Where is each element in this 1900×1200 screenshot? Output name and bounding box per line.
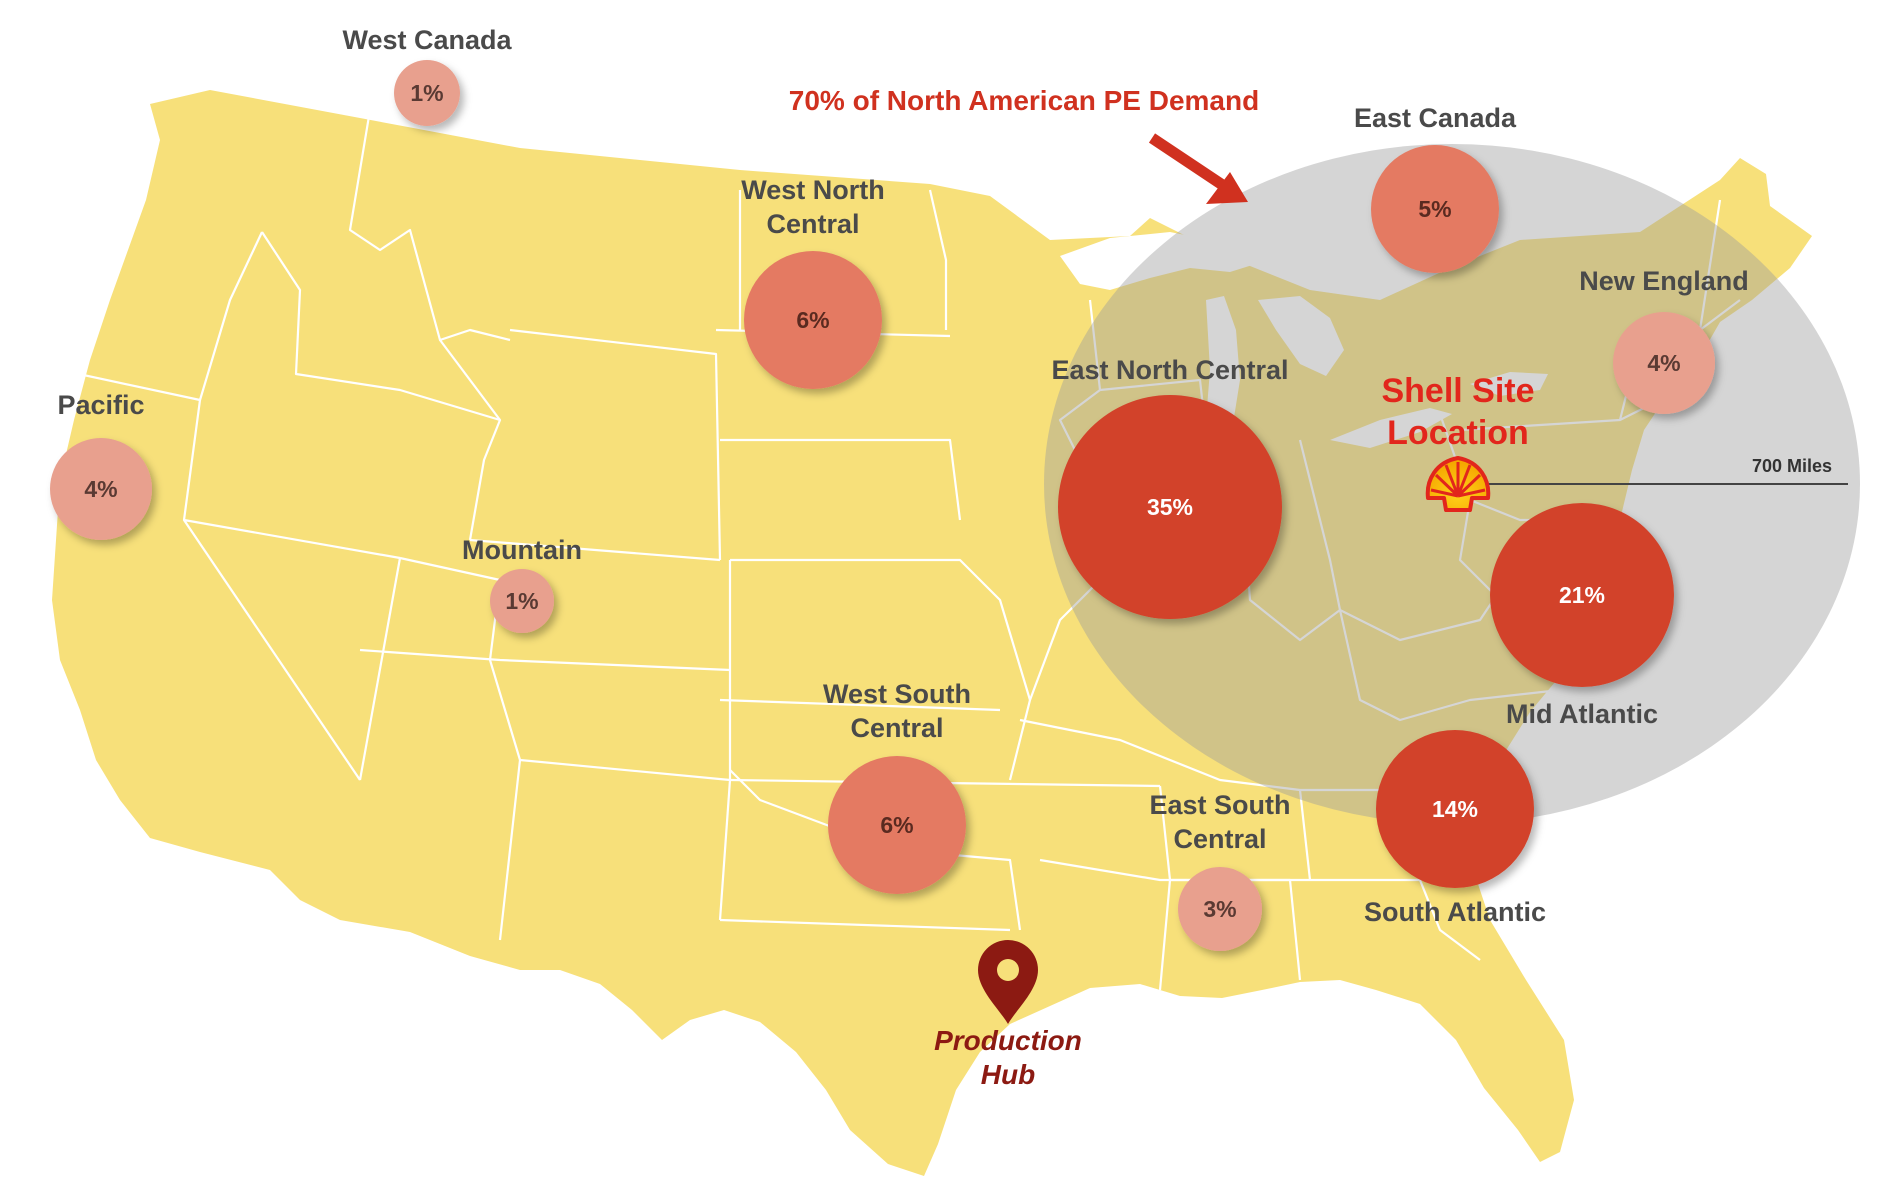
pct-mid-atlantic: 21% — [1559, 582, 1605, 608]
shell-logo-icon — [1425, 456, 1491, 512]
bubble-mountain — [490, 569, 554, 633]
label-west-canada: West Canada — [342, 25, 512, 55]
us-mainland-shape — [52, 90, 1812, 1176]
pct-west-south-central: 6% — [880, 812, 913, 838]
bubble-west-canada — [394, 60, 460, 126]
lake-erie — [1330, 408, 1452, 448]
lake-ontario — [1470, 372, 1548, 396]
label-east-south-central-line1: East South — [1149, 790, 1290, 820]
pct-east-canada: 5% — [1418, 196, 1451, 222]
label-east-south-central-line2: Central — [1173, 824, 1266, 854]
bubble-new-england — [1613, 312, 1715, 414]
shell-site-label-line2: Location — [1387, 414, 1529, 452]
pct-east-north-central: 35% — [1147, 494, 1193, 520]
bubble-east-canada — [1371, 145, 1499, 273]
label-south-atlantic: South Atlantic — [1364, 897, 1546, 927]
bubble-east-north-central — [1058, 395, 1282, 619]
label-pacific: Pacific — [57, 390, 144, 420]
shell-site-label-line1: Shell Site — [1381, 372, 1534, 410]
pct-west-canada: 1% — [410, 80, 443, 106]
label-west-south-central-line2: Central — [850, 713, 943, 743]
label-east-canada: East Canada — [1354, 103, 1517, 133]
bubble-pacific — [50, 438, 152, 540]
pct-pacific: 4% — [84, 476, 117, 502]
bubble-south-atlantic — [1376, 730, 1534, 888]
pct-mountain: 1% — [505, 588, 538, 614]
label-mid-atlantic: Mid Atlantic — [1506, 699, 1658, 729]
production-hub-label-line1: Production — [934, 1025, 1082, 1056]
label-west-south-central-line1: West South — [823, 679, 971, 709]
label-east-north-central: East North Central — [1051, 355, 1288, 385]
callout-arrow-icon — [1148, 133, 1248, 204]
production-hub-label-line2: Hub — [981, 1059, 1035, 1090]
label-west-north-central-line2: Central — [766, 209, 859, 239]
bubble-west-north-central — [744, 251, 882, 389]
demand-callout: 70% of North American PE Demand — [789, 85, 1259, 116]
lake-huron — [1258, 296, 1344, 376]
label-west-north-central-line1: West North — [741, 175, 885, 205]
label-mountain: Mountain — [462, 535, 582, 565]
bubble-east-south-central — [1178, 867, 1262, 951]
bubble-mid-atlantic — [1490, 503, 1674, 687]
label-new-england: New England — [1579, 266, 1749, 296]
map-pin-icon — [978, 940, 1038, 1024]
pct-east-south-central: 3% — [1203, 896, 1236, 922]
pct-west-north-central: 6% — [796, 307, 829, 333]
bubble-west-south-central — [828, 756, 966, 894]
pct-new-england: 4% — [1647, 350, 1680, 376]
pct-south-atlantic: 14% — [1432, 796, 1478, 822]
radius-label: 700 Miles — [1752, 456, 1832, 476]
lake-superior — [1060, 232, 1262, 290]
